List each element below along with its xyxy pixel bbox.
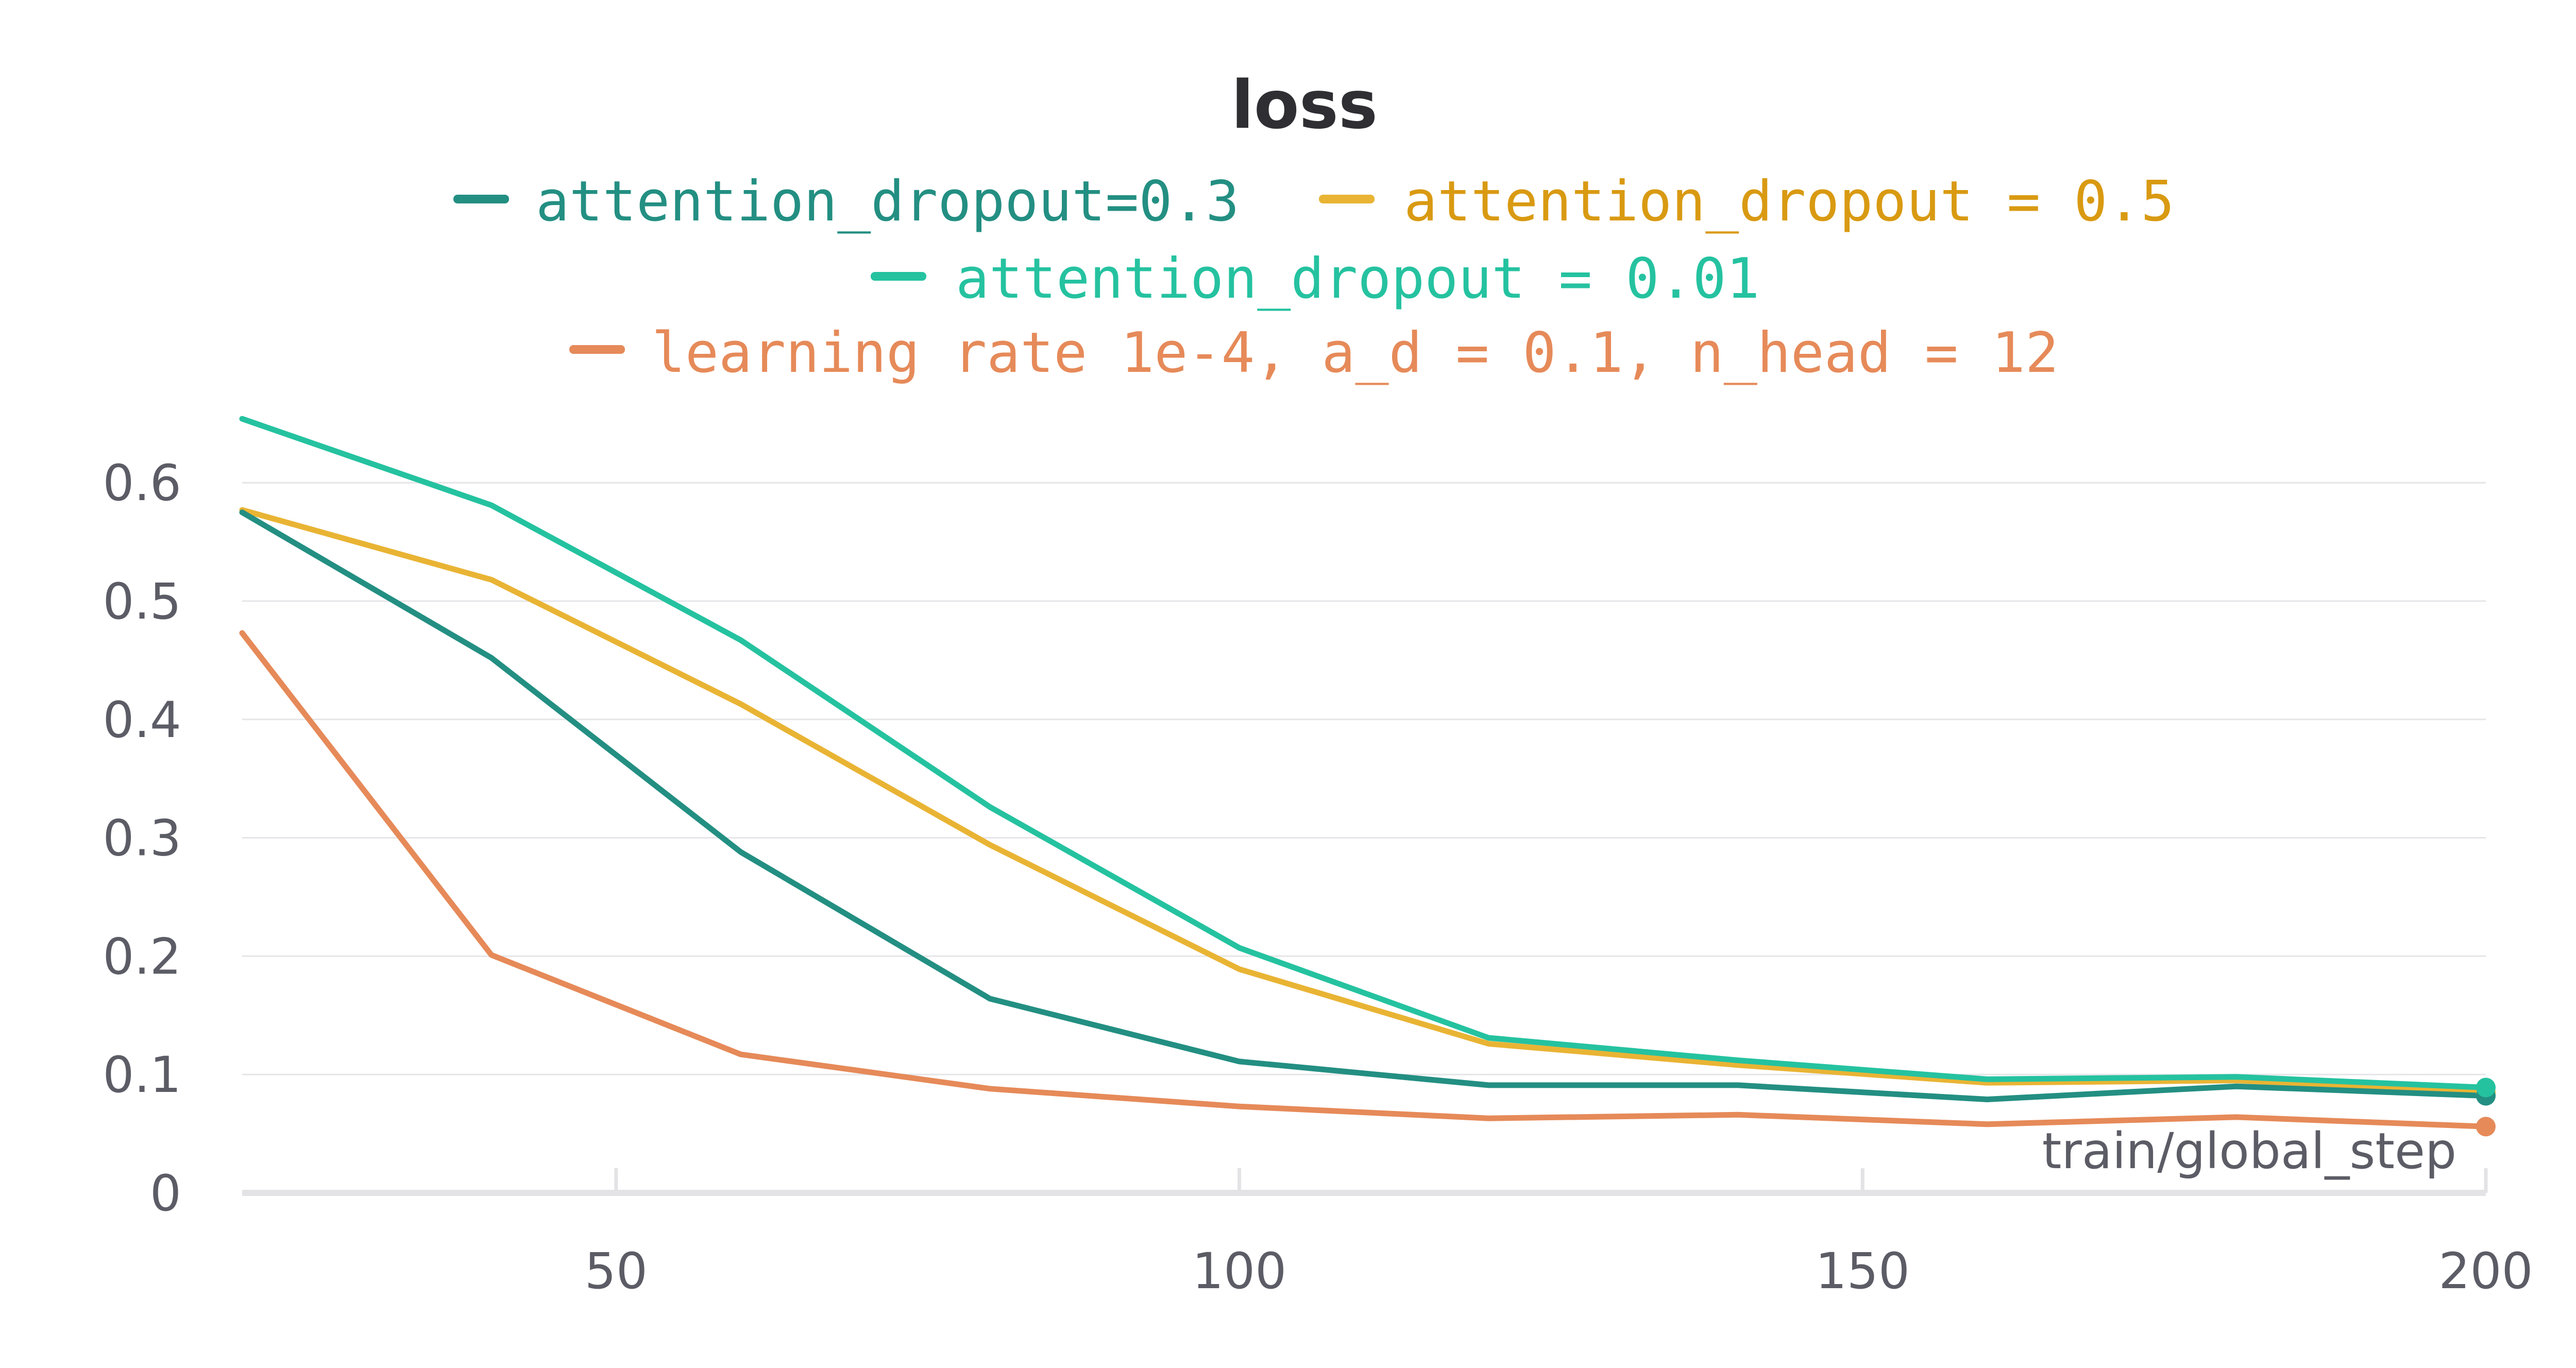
x-axis-title: train/global_step [2042,1122,2456,1180]
y-tick-label-0-3: 0.3 [103,810,181,867]
x-tick-label-100: 100 [1192,1242,1286,1300]
legend-item-attention-dropout-0-5[interactable]: attention_dropout = 0.5 [1319,169,2175,234]
gridlines [242,482,2486,1075]
series-end-point-learning-rate-1e-4-a-d-0-1-n-head-12[interactable] [2476,1117,2496,1137]
y-tick-label-0-6: 0.6 [103,454,181,512]
legend-label-learning-rate-run: learning rate 1e-4, a_d = 0.1, n_head = … [652,321,2059,385]
y-tick-label-0-1: 0.1 [103,1046,181,1104]
legend-swatch-attention-dropout-0-01 [871,272,926,281]
legend-label-attention-dropout-0-3: attention_dropout=0.3 [536,169,1239,234]
legend-item-attention-dropout-0-3[interactable]: attention_dropout=0.3 [453,169,1239,234]
series-line-attention-dropout-0-5[interactable] [239,507,2489,1096]
x-tick-label-200: 200 [2438,1242,2533,1300]
series-line-learning-rate-1e-4-a-d-0-1-n-head-12[interactable] [239,630,2489,1130]
x-tick-label-50: 50 [585,1242,648,1300]
y-tick-label-0-5: 0.5 [103,573,181,630]
series-line-attention-dropout-0-01[interactable] [239,416,2489,1090]
series-line-attention-dropout-0-3[interactable] [239,509,2489,1102]
legend-label-attention-dropout-0-5: attention_dropout = 0.5 [1404,169,2175,234]
legend-swatch-learning-rate-run [569,345,625,354]
legend-swatch-attention-dropout-0-3 [453,195,509,203]
y-axis-ticks: 0 0.1 0.2 0.3 0.4 0.5 0.6 [103,454,181,1222]
legend: attention_dropout=0.3 attention_dropout … [453,169,2175,385]
legend-label-attention-dropout-0-01: attention_dropout = 0.01 [956,247,1760,311]
legend-swatch-attention-dropout-0-5 [1319,195,1375,203]
series-end-point-attention-dropout-0-01[interactable] [2476,1078,2496,1098]
x-tick-label-150: 150 [1816,1242,1910,1300]
series-end-points [2476,1078,2496,1137]
series-lines [239,416,2489,1130]
legend-item-attention-dropout-0-01[interactable]: attention_dropout = 0.01 [871,247,1760,311]
x-axis-ticks: 50 100 150 200 [585,1168,2533,1300]
y-tick-label-0-4: 0.4 [103,691,181,749]
y-tick-label-0-2: 0.2 [103,928,181,985]
legend-item-learning-rate-run[interactable]: learning rate 1e-4, a_d = 0.1, n_head = … [569,321,2059,385]
y-tick-label-0: 0 [150,1165,181,1222]
chart-title: loss [1231,67,1378,144]
